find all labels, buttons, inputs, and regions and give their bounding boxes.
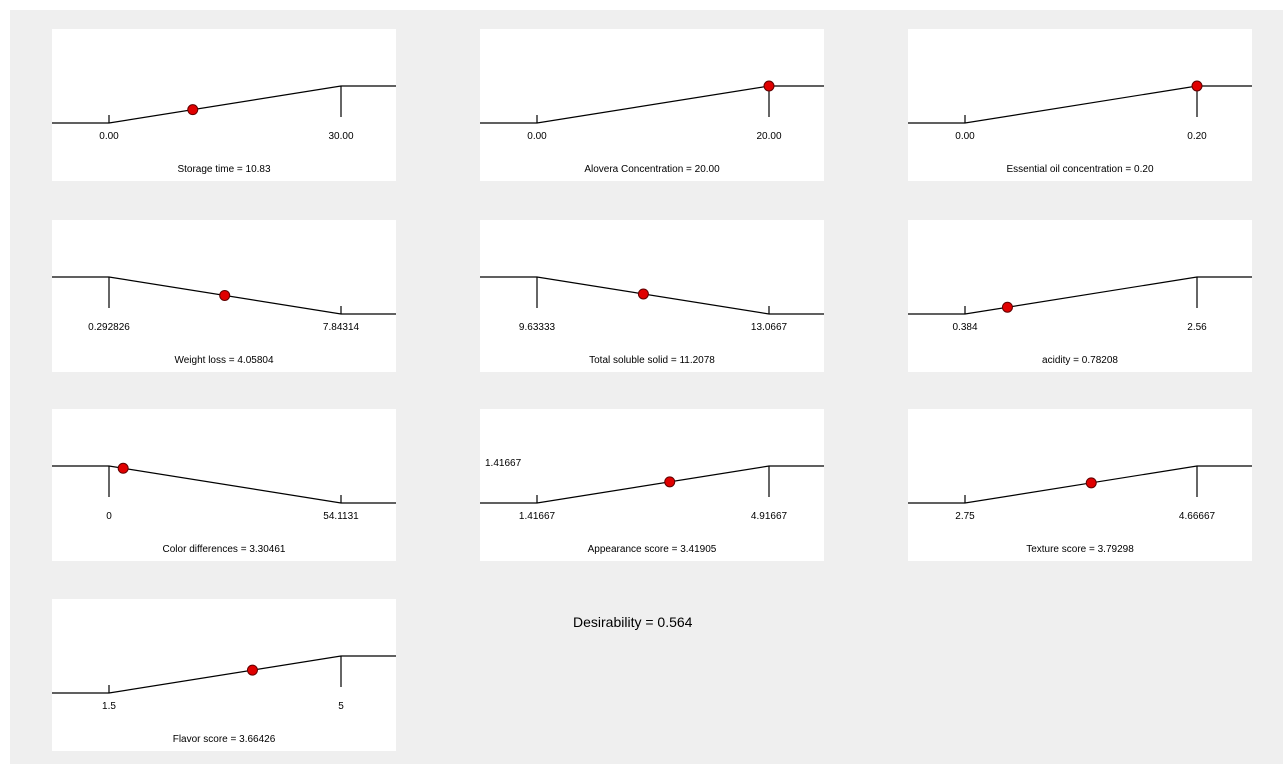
response-panel: 0.292826 7.84314 Weight loss = 4.05804 <box>52 220 396 372</box>
range-high-label: 4.66667 <box>1178 511 1216 522</box>
range-extra-label: 1.41667 <box>485 458 522 469</box>
current-value-marker <box>763 80 775 92</box>
ramp-line <box>480 465 824 504</box>
current-value-marker <box>664 476 676 488</box>
response-panel: 0 54.1131 Color differences = 3.30461 <box>52 409 396 561</box>
response-panel: 2.75 4.66667 Texture score = 3.79298 <box>908 409 1252 561</box>
range-low-label: 1.41667 <box>518 511 556 522</box>
ramp-plot <box>52 655 396 694</box>
ramp-plot <box>52 462 396 504</box>
current-value-marker <box>246 664 258 676</box>
range-low-label: 0.00 <box>99 131 119 142</box>
ramp-line <box>52 85 396 124</box>
range-low-label: 1.5 <box>102 701 116 712</box>
current-value-marker <box>117 462 129 474</box>
current-value-marker <box>1191 80 1203 92</box>
chart-frame: 0.00 30.00 Storage time = 10.83 0.00 20.00 Al… <box>10 10 1283 764</box>
panel-caption: Alovera Concentration = 20.00 <box>584 164 720 175</box>
current-value-marker <box>1085 477 1097 489</box>
panel-caption: acidity = 0.78208 <box>1042 355 1118 366</box>
ramp-plot <box>908 465 1252 504</box>
ramp-line <box>908 276 1252 315</box>
panel-caption: Color differences = 3.30461 <box>162 544 286 555</box>
response-panel: 1.5 5 Flavor score = 3.66426 <box>52 599 396 751</box>
ramp-plot <box>480 465 824 504</box>
desirability-label: Desirability = 0.564 <box>573 614 693 630</box>
range-high-label: 4.91667 <box>750 511 788 522</box>
panel-caption: Weight loss = 4.05804 <box>174 355 274 366</box>
panel-caption: Texture score = 3.79298 <box>1026 544 1134 555</box>
ramp-plot <box>52 276 396 315</box>
range-high-label: 13.0667 <box>750 322 788 333</box>
ramp-plot <box>480 276 824 315</box>
ramp-line <box>908 465 1252 504</box>
ramp-line <box>908 85 1252 124</box>
panel-caption: Appearance score = 3.41905 <box>587 544 717 555</box>
ramp-line <box>52 465 396 504</box>
ramp-plot <box>908 80 1252 124</box>
range-low-label: 0 <box>106 511 112 522</box>
ramp-line <box>480 85 824 124</box>
range-low-label: 0.00 <box>955 131 975 142</box>
panel-caption: Essential oil concentration = 0.20 <box>1006 164 1154 175</box>
range-high-label: 7.84314 <box>322 322 360 333</box>
range-high-label: 0.20 <box>1187 131 1207 142</box>
range-high-label: 2.56 <box>1187 322 1207 333</box>
range-high-label: 54.1131 <box>323 511 359 522</box>
ramp-plot <box>480 80 824 124</box>
ramp-plot <box>908 276 1252 315</box>
range-low-label: 2.75 <box>955 511 975 522</box>
current-value-marker <box>637 288 649 300</box>
range-high-label: 5 <box>338 701 344 712</box>
current-value-marker <box>1001 301 1013 313</box>
panel-caption: Total soluble solid = 11.2078 <box>589 355 715 366</box>
range-high-label: 20.00 <box>756 131 782 142</box>
ramp-line <box>480 276 824 315</box>
response-panel: 9.63333 13.0667 Total soluble solid = 11.2… <box>480 220 824 372</box>
response-panel: 0.00 30.00 Storage time = 10.83 <box>52 29 396 181</box>
range-high-label: 30.00 <box>328 131 354 142</box>
response-panel: 0.00 20.00 Alovera Concentration = 20.00 <box>480 29 824 181</box>
response-panel: 0.384 2.56 acidity = 0.78208 <box>908 220 1252 372</box>
range-low-label: 0.292826 <box>88 322 130 333</box>
range-low-label: 9.63333 <box>518 322 556 333</box>
ramp-plot <box>52 85 396 124</box>
response-panel: 1.41667 4.91667 1.41667 Appearance score = … <box>480 409 824 561</box>
ramp-line <box>52 655 396 694</box>
panel-caption: Flavor score = 3.66426 <box>172 734 276 745</box>
current-value-marker <box>219 289 231 301</box>
panel-caption: Storage time = 10.83 <box>177 164 271 175</box>
range-low-label: 0.00 <box>527 131 547 142</box>
current-value-marker <box>187 104 199 116</box>
response-panel: 0.00 0.20 Essential oil concentration = 0.… <box>908 29 1252 181</box>
range-low-label: 0.384 <box>952 322 978 333</box>
